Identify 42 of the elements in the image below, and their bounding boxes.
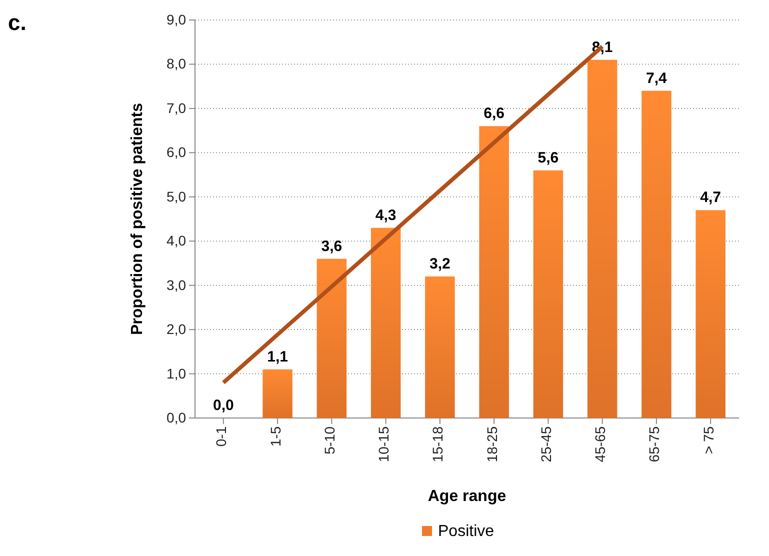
x-tick-label: 0-1 bbox=[213, 426, 230, 447]
data-label: 4,7 bbox=[700, 189, 722, 206]
bar bbox=[316, 258, 347, 418]
data-label: 7,4 bbox=[646, 70, 668, 87]
data-label: 1,1 bbox=[267, 348, 288, 366]
bar bbox=[479, 126, 509, 418]
data-label: 3,2 bbox=[430, 255, 450, 272]
bar bbox=[696, 210, 726, 418]
y-tick-label: 1,0 bbox=[166, 365, 186, 382]
y-tick-label: 5,0 bbox=[166, 188, 186, 204]
y-tick-label: 9,0 bbox=[166, 11, 186, 28]
y-tick-label: 4,0 bbox=[166, 232, 186, 249]
data-label: 5,6 bbox=[538, 149, 559, 166]
bar bbox=[533, 170, 564, 418]
y-axis-title: Proportion of positive patients bbox=[129, 102, 146, 336]
legend-label: Positive bbox=[438, 523, 494, 540]
data-label: 6,6 bbox=[484, 105, 504, 122]
bar bbox=[262, 369, 292, 418]
x-tick-label: 65-75 bbox=[646, 426, 662, 462]
data-label: 4,3 bbox=[375, 206, 396, 224]
bar bbox=[425, 276, 455, 418]
x-tick-label: 18-25 bbox=[484, 426, 500, 462]
y-tick-label: 8,0 bbox=[166, 56, 186, 72]
text: c. bbox=[8, 10, 26, 35]
y-tick-label: 7,0 bbox=[166, 100, 186, 116]
y-tick-label: 2,0 bbox=[166, 321, 186, 338]
y-tick-label: 3,0 bbox=[166, 276, 186, 293]
y-tick-label: 6,0 bbox=[166, 144, 186, 160]
data-label: 0,0 bbox=[212, 397, 234, 414]
bar bbox=[587, 60, 618, 418]
x-tick-label: 15-18 bbox=[430, 426, 446, 462]
x-tick-label: 5-10 bbox=[321, 426, 338, 454]
x-tick-label: 25-45 bbox=[538, 426, 554, 462]
x-tick-label: > 75 bbox=[700, 426, 716, 454]
x-axis-title: Age range bbox=[428, 488, 506, 505]
x-tick-label: 10-15 bbox=[376, 426, 392, 462]
bar bbox=[642, 90, 672, 418]
x-tick-label: 1-5 bbox=[267, 426, 284, 447]
x-tick-label: 45-65 bbox=[592, 426, 608, 462]
data-label: 3,6 bbox=[321, 238, 342, 255]
y-tick-label: 0,0 bbox=[166, 409, 186, 426]
bar bbox=[370, 228, 401, 418]
